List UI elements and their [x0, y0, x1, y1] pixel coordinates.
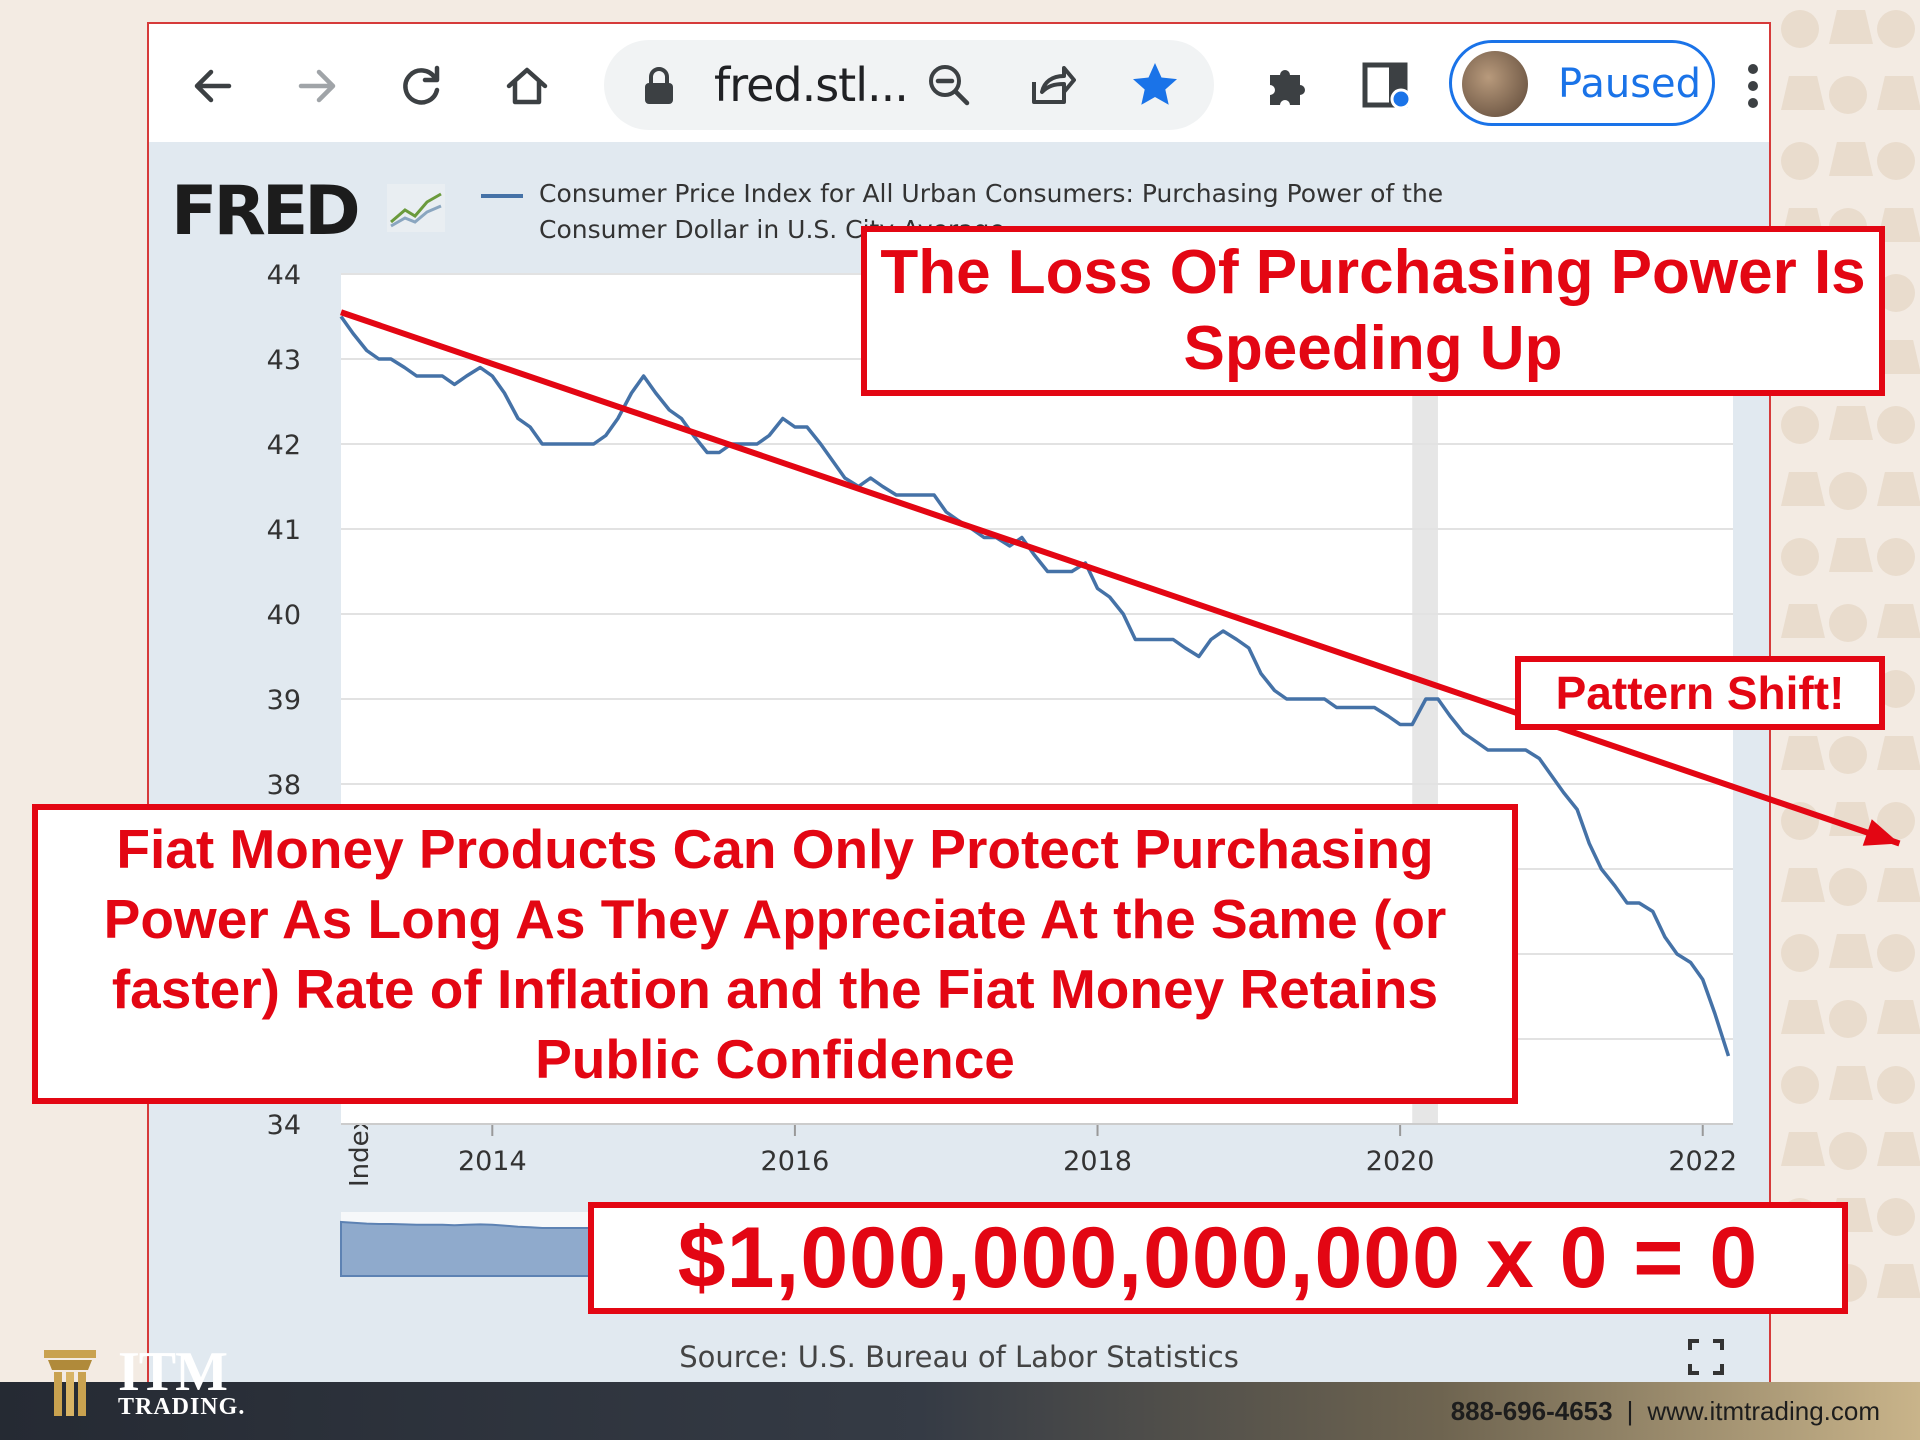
- pattern-shape: [1829, 472, 1867, 510]
- pattern-shape: [1877, 1066, 1915, 1104]
- pattern-shape: [1877, 406, 1915, 444]
- website-url: www.itmtrading.com: [1647, 1396, 1880, 1426]
- pattern-shape: [1829, 142, 1873, 176]
- pattern-shape: [1877, 538, 1915, 576]
- home-icon[interactable]: [499, 58, 555, 114]
- pattern-shape: [1829, 10, 1873, 44]
- phone-number: 888-696-4653: [1450, 1396, 1613, 1426]
- x-tick-label: 2022: [1668, 1146, 1737, 1177]
- zoom-out-icon[interactable]: [926, 62, 972, 113]
- pattern-shape: [1781, 142, 1819, 180]
- contact-info: 888-696-4653 | www.itmtrading.com: [1451, 1396, 1880, 1427]
- pattern-shape: [1829, 934, 1873, 968]
- itm-logo-text: ITM: [118, 1341, 228, 1403]
- back-arrow-icon[interactable]: [185, 58, 241, 114]
- x-tick-label: 2016: [761, 1146, 830, 1177]
- pattern-shape: [1829, 1000, 1867, 1038]
- pattern-shape: [1877, 1000, 1920, 1034]
- trendline: [340, 309, 1901, 847]
- lock-icon[interactable]: [642, 66, 676, 111]
- pattern-shape: [1781, 472, 1825, 506]
- x-tick-label: 2020: [1366, 1146, 1435, 1177]
- pattern-shape: [1781, 1132, 1825, 1166]
- pattern-shape: [1877, 736, 1920, 770]
- pattern-shape: [1781, 1000, 1825, 1034]
- pattern-shape: [1829, 76, 1867, 114]
- y-tick-label: 42: [267, 430, 301, 461]
- y-tick-label: 38: [267, 770, 301, 801]
- profile-status-label: Paused: [1558, 61, 1702, 107]
- forward-arrow-icon[interactable]: [289, 58, 345, 114]
- pattern-shape: [1877, 1264, 1920, 1298]
- pattern-shape: [1781, 868, 1825, 902]
- y-tick-label: 34: [267, 1110, 301, 1141]
- pattern-shape: [1781, 934, 1819, 972]
- pattern-shape: [1781, 1066, 1819, 1104]
- avatar: [1462, 51, 1528, 117]
- pattern-shape: [1829, 868, 1867, 906]
- itm-logo-subtext: TRADING.: [118, 1394, 246, 1420]
- profile-paused-button[interactable]: Paused: [1449, 40, 1715, 126]
- bookmark-star-icon[interactable]: [1130, 60, 1180, 115]
- x-tick-label: 2018: [1063, 1146, 1132, 1177]
- pattern-shape: [1877, 1198, 1915, 1236]
- pattern-shape: [1877, 604, 1920, 638]
- fred-logo[interactable]: FRED: [171, 172, 361, 251]
- side-panel-icon[interactable]: [1359, 58, 1415, 114]
- itm-column-logo-icon: [40, 1344, 100, 1424]
- pattern-shape: [1781, 76, 1825, 110]
- pattern-shape: [1781, 10, 1819, 48]
- share-icon[interactable]: [1028, 62, 1076, 113]
- y-tick-label: 41: [267, 515, 301, 546]
- pattern-shape: [1877, 10, 1915, 48]
- pattern-shape: [1829, 1066, 1873, 1100]
- pattern-shape: [1877, 934, 1915, 972]
- pattern-shape: [1829, 604, 1867, 642]
- contact-separator: |: [1626, 1396, 1634, 1426]
- y-tick-label: 43: [267, 345, 301, 376]
- callout-pattern-shift: Pattern Shift!: [1515, 656, 1885, 730]
- brand-footer: 888-696-4653 | www.itmtrading.com: [0, 1382, 1920, 1440]
- fred-chart-icon: [385, 182, 447, 239]
- pattern-shape: [1829, 736, 1867, 774]
- series-line: [339, 315, 1731, 1057]
- pattern-shape: [1781, 736, 1825, 770]
- legend-swatch: [481, 194, 523, 198]
- decorative-pattern: [1775, 0, 1920, 1380]
- pattern-shape: [1877, 472, 1920, 506]
- pattern-shape: [1829, 406, 1873, 440]
- pattern-shape: [1781, 406, 1819, 444]
- pattern-shape: [1877, 868, 1920, 902]
- pattern-shape: [1877, 1132, 1920, 1166]
- url-text[interactable]: fred.stl...: [714, 58, 909, 112]
- source-note: Source: U.S. Bureau of Labor Statistics: [679, 1340, 1239, 1374]
- menu-kebab-icon[interactable]: [1741, 58, 1765, 114]
- pattern-shape: [1829, 538, 1873, 572]
- pattern-shape: [1781, 604, 1825, 638]
- browser-toolbar: fred.stl... Paused: [149, 24, 1769, 142]
- address-bar[interactable]: fred.stl...: [604, 40, 1214, 130]
- pattern-shape: [1781, 538, 1819, 576]
- pattern-shape: [1877, 142, 1915, 180]
- y-tick-label: 39: [267, 685, 301, 716]
- y-tick-label: 44: [267, 260, 301, 291]
- callout-loss-purchasing-power: The Loss Of Purchasing Power Is Speeding…: [861, 226, 1885, 396]
- callout-fiat-money: Fiat Money Products Can Only Protect Pur…: [32, 804, 1518, 1104]
- trendline-arrowhead: [1862, 819, 1900, 846]
- pattern-shape: [1829, 1132, 1867, 1170]
- callout-trillion-times-zero: $1,000,000,000,000 x 0 = 0: [588, 1202, 1848, 1314]
- y-tick-label: 40: [267, 600, 301, 631]
- x-tick-label: 2014: [458, 1146, 527, 1177]
- fullscreen-icon[interactable]: [1687, 1338, 1725, 1386]
- reload-icon[interactable]: [393, 58, 449, 114]
- extensions-puzzle-icon[interactable]: [1259, 58, 1315, 114]
- pattern-shape: [1877, 76, 1920, 110]
